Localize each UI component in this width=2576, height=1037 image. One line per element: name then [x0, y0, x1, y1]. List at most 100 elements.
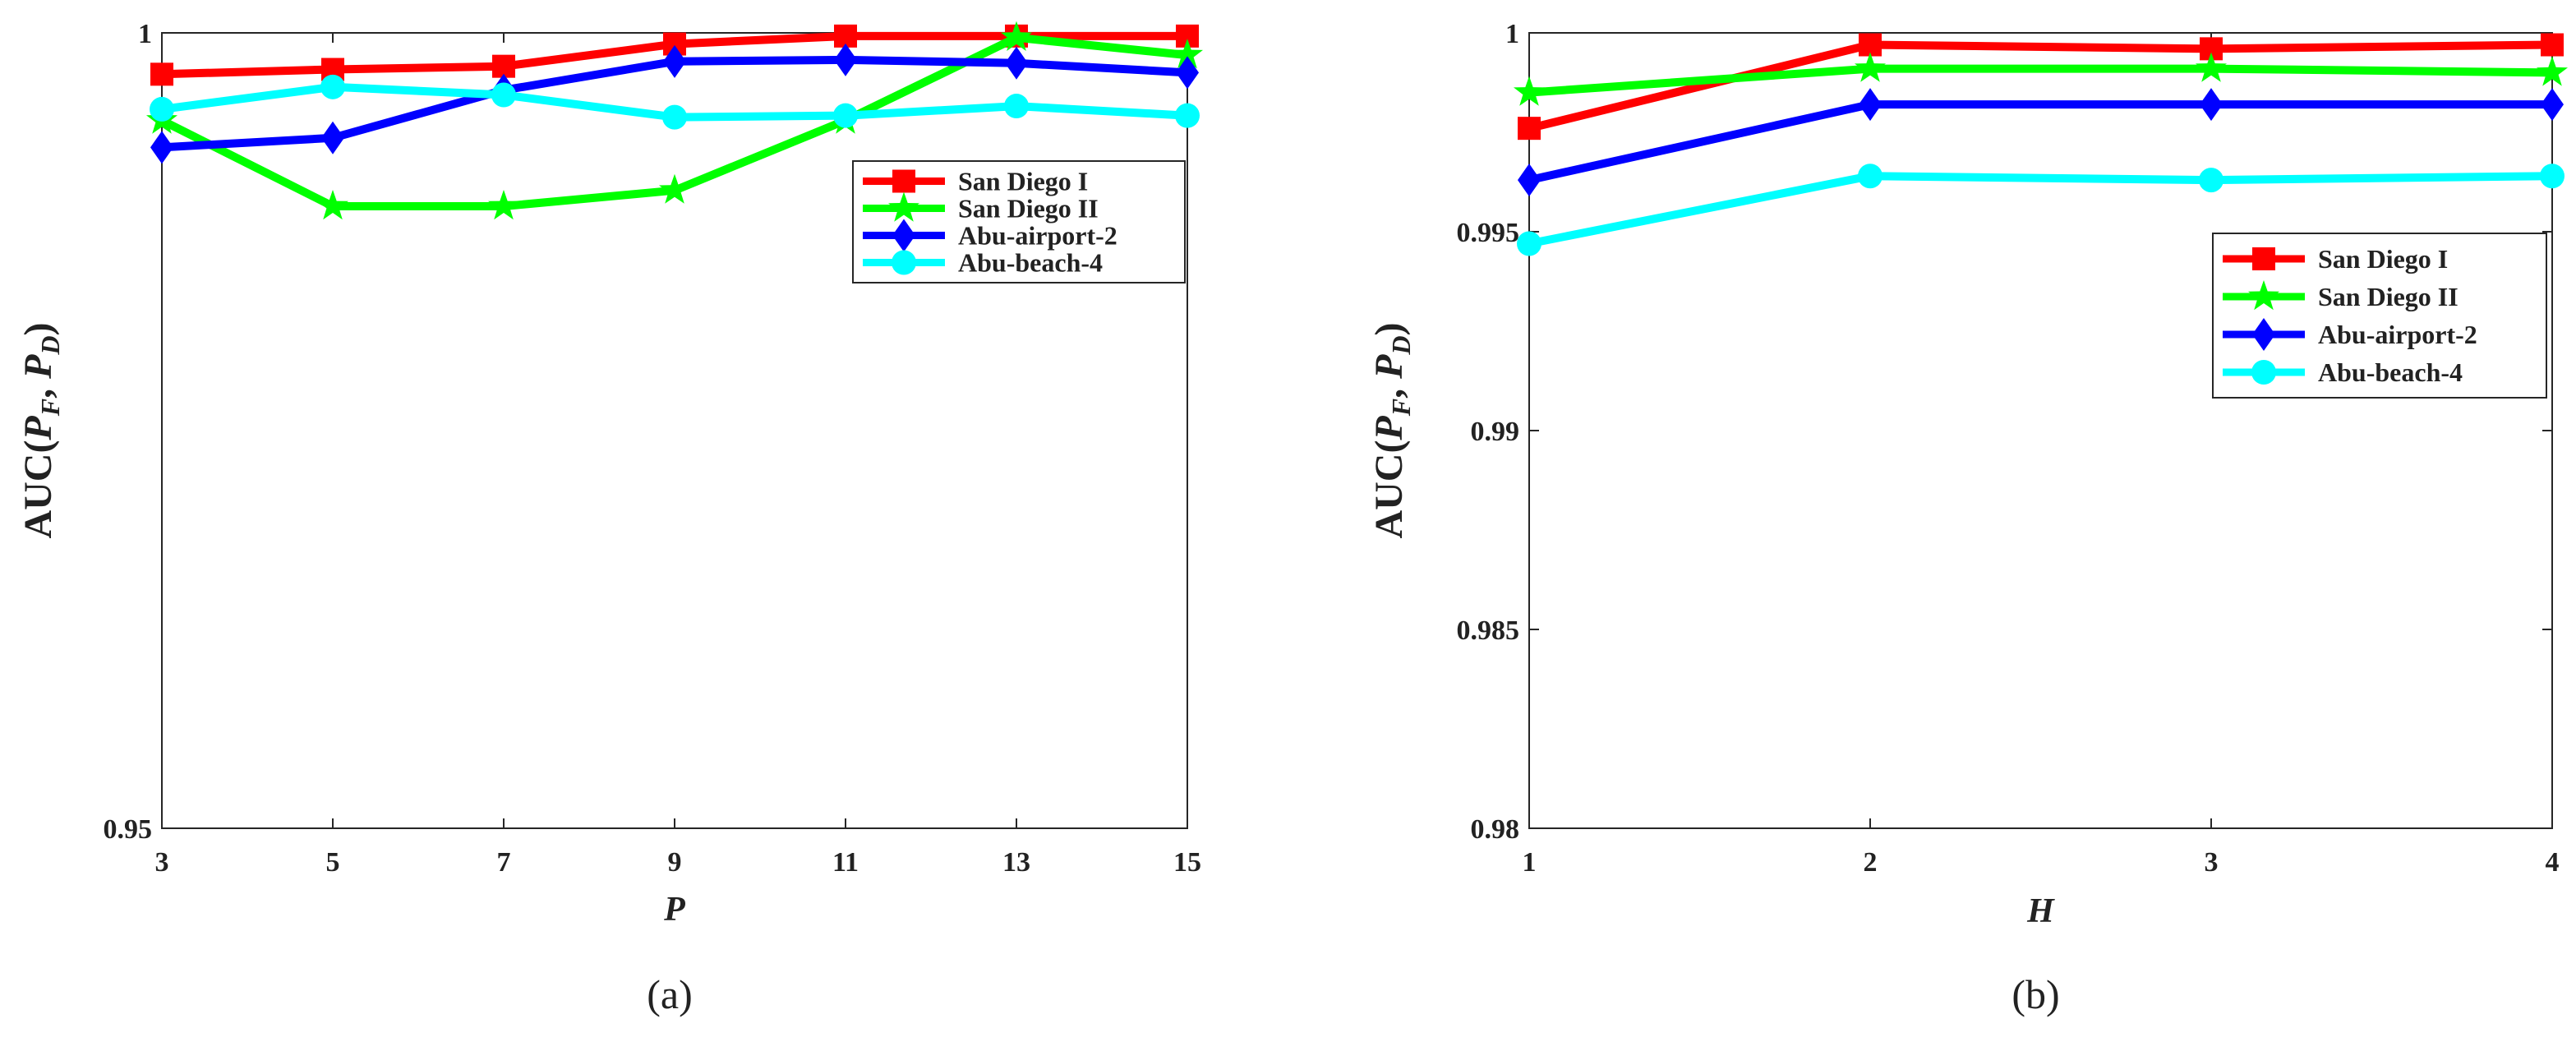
- series-abu-airport-2: [150, 43, 1199, 164]
- series-line: [1528, 40, 2553, 133]
- y-label-s2: D: [1386, 335, 1416, 355]
- x-axis-label: H: [2026, 892, 2055, 930]
- y-label-p1: P: [1367, 416, 1411, 441]
- data-point: [2541, 88, 2564, 122]
- data-point: [834, 43, 857, 76]
- series-line: [1528, 172, 2553, 248]
- data-point: [2540, 164, 2564, 189]
- y-tick-label: 1: [138, 19, 152, 49]
- y-label-sep: ,: [16, 379, 60, 399]
- y-tick-label: 0.95: [104, 814, 153, 845]
- data-point: [320, 74, 345, 99]
- x-tick-label: 7: [497, 847, 511, 878]
- data-point: [150, 96, 174, 122]
- y-label-p1: P: [16, 416, 60, 441]
- y-axis-label: AUC(PF, PD): [16, 322, 65, 538]
- axes-box: [1528, 32, 2553, 829]
- series-line: [1528, 100, 2552, 184]
- legend-label: Abu-beach-4: [958, 248, 1103, 278]
- data-point: [2199, 168, 2223, 193]
- legend-label: San Diego II: [958, 194, 1099, 224]
- legend-label: Abu-airport-2: [2318, 320, 2477, 349]
- axes-box: [161, 32, 1188, 829]
- data-point: [1004, 94, 1029, 119]
- data-point: [1859, 88, 1882, 122]
- legend-marker: [892, 169, 915, 193]
- data-point: [150, 131, 173, 164]
- y-tick-label: 0.99: [1471, 417, 1520, 447]
- legend-label: San Diego I: [958, 167, 1088, 196]
- data-point: [663, 44, 686, 78]
- legend-marker: [2248, 280, 2279, 311]
- y-tick-label: 1: [1505, 19, 1519, 49]
- data-point: [2196, 52, 2227, 82]
- legend-marker: [2252, 247, 2275, 270]
- data-point: [1172, 39, 1203, 69]
- data-point: [662, 104, 687, 130]
- data-point: [833, 103, 858, 128]
- series-abu-beach-4: [150, 74, 1200, 130]
- data-point: [1514, 76, 1545, 106]
- x-tick-label: 4: [2546, 847, 2560, 878]
- legend-marker: [2252, 318, 2275, 351]
- data-point: [659, 173, 690, 204]
- y-tick-label: 0.995: [1457, 218, 1520, 248]
- data-point: [1858, 164, 1882, 189]
- data-point: [491, 82, 516, 108]
- y-label-sep: ,: [1367, 379, 1411, 399]
- legend-marker: [892, 250, 916, 275]
- x-tick-label: 3: [2205, 847, 2219, 878]
- data-point: [317, 190, 348, 220]
- data-point: [1176, 56, 1199, 90]
- data-point: [2537, 56, 2568, 86]
- x-axis-label: P: [663, 891, 685, 929]
- x-tick-label: 15: [1173, 847, 1201, 878]
- y-label-s1: F: [1386, 399, 1416, 417]
- legend: San Diego I San Diego II Abu-airport-2 Abu-…: [2212, 233, 2547, 399]
- data-point: [1175, 103, 1200, 128]
- x-tick-label: 1: [1523, 847, 1537, 878]
- y-label-s2: D: [35, 335, 65, 355]
- legend-label: Abu-beach-4: [2318, 357, 2463, 387]
- x-tick-label: 13: [1002, 847, 1030, 878]
- x-tick-label: 5: [326, 847, 340, 878]
- legend-marker: [2251, 360, 2276, 385]
- data-point: [1855, 52, 1886, 82]
- y-tick-label: 0.98: [1471, 814, 1520, 845]
- data-point: [488, 190, 519, 220]
- y-label-suffix: ): [1367, 322, 1411, 335]
- caption: (b): [2011, 971, 2059, 1017]
- data-point: [1001, 21, 1032, 51]
- y-label-s1: F: [35, 399, 65, 417]
- x-tick-label: 3: [155, 847, 169, 878]
- data-point: [2200, 88, 2223, 122]
- y-label-suffix: ): [16, 322, 60, 335]
- data-point: [1518, 164, 1541, 197]
- data-point: [1517, 231, 1541, 256]
- data-point: [2541, 33, 2564, 57]
- x-tick-label: 9: [668, 847, 682, 878]
- legend-label: Abu-airport-2: [958, 221, 1117, 251]
- x-tick-label: 2: [1864, 847, 1878, 878]
- series-san-diego-ii: [1514, 52, 2568, 106]
- data-point: [150, 62, 173, 86]
- series-abu-airport-2: [1518, 88, 2564, 197]
- caption: (a): [647, 971, 693, 1017]
- y-tick-label: 0.985: [1457, 615, 1520, 646]
- data-point: [1005, 46, 1028, 80]
- x-tick-label: 11: [832, 847, 859, 878]
- y-label-p2: P: [16, 354, 60, 380]
- data-point: [1518, 117, 1541, 141]
- legend-marker: [888, 191, 919, 222]
- y-label-prefix: AUC(: [1367, 440, 1411, 539]
- data-point: [321, 121, 344, 154]
- legend-label: San Diego II: [2318, 282, 2458, 311]
- y-axis-label: AUC(PF, PD): [1367, 322, 1416, 538]
- legend-label: San Diego I: [2318, 244, 2448, 274]
- y-label-prefix: AUC(: [16, 440, 60, 539]
- series-abu-beach-4: [1517, 164, 2564, 256]
- legend-marker: [892, 219, 915, 252]
